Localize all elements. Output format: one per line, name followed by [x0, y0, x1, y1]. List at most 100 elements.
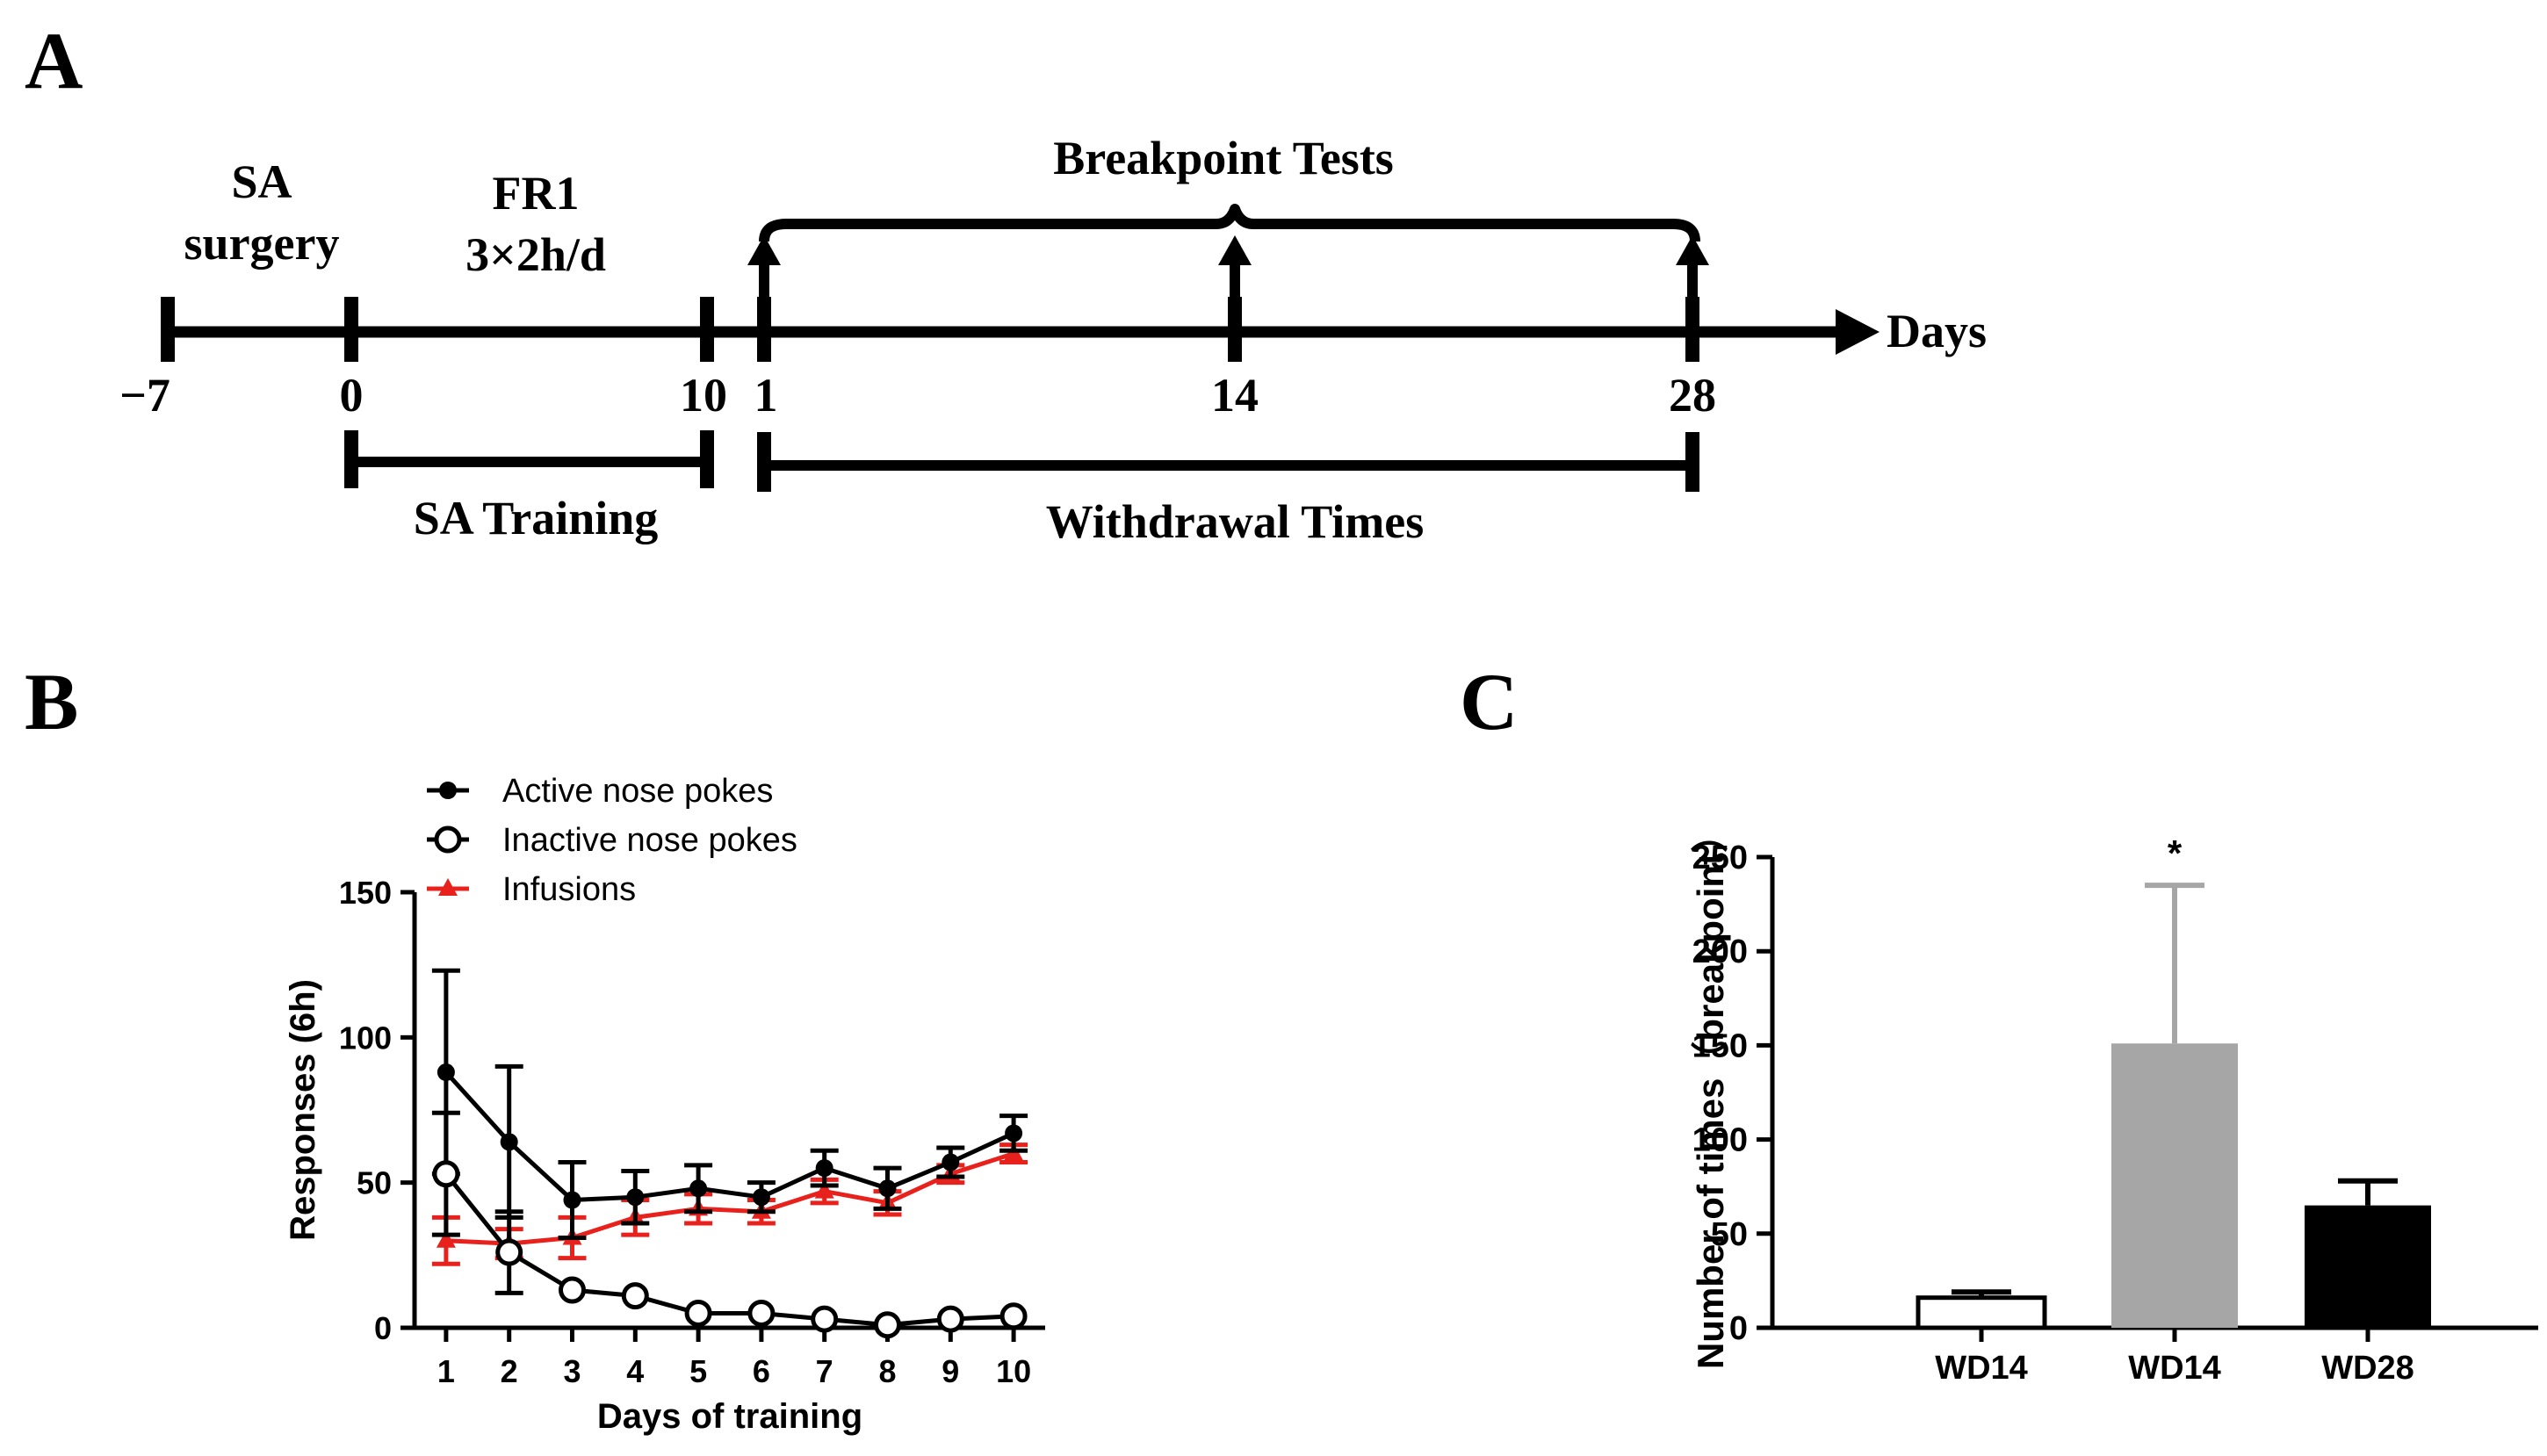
- data-point: [747, 1299, 776, 1327]
- test-arrow-stem: [1230, 262, 1240, 306]
- data-point: [936, 1305, 964, 1333]
- withdrawal-bar-end: [1685, 432, 1699, 492]
- legend-label: Active nose pokes: [502, 773, 773, 810]
- tick-1: [757, 297, 771, 362]
- day-label: 14: [1211, 369, 1259, 422]
- y-tick-label: 100: [339, 1020, 392, 1056]
- breakpoint-brace: [759, 204, 1700, 242]
- data-point: [1005, 1124, 1023, 1142]
- day-label: 0: [340, 369, 364, 422]
- tick-10: [700, 297, 714, 362]
- x-tick-label: 2: [501, 1353, 518, 1389]
- x-tick-label: 9: [942, 1353, 959, 1389]
- timeline-diagram: −7 0 10 1 14 28 Days SA surgery FR1 3×2h…: [119, 132, 1987, 548]
- tick-0: [344, 297, 358, 362]
- tick-14: [1228, 297, 1242, 362]
- y-axis-title: Responses (6h): [284, 979, 322, 1241]
- series-line-0: [444, 1070, 1015, 1203]
- breakpoint-tests-label: Breakpoint Tests: [1053, 132, 1394, 184]
- data-point: [815, 1159, 833, 1178]
- significance-marker: *: [2168, 833, 2183, 874]
- data-point: [752, 1188, 770, 1207]
- y-tick-label: 200: [1692, 933, 1748, 970]
- test-arrow-day28: [1676, 235, 1709, 265]
- bar: [1916, 1295, 2047, 1330]
- data-point: [878, 1179, 897, 1198]
- panel-label-b: B: [25, 657, 78, 746]
- x-tick-label: 8: [878, 1353, 896, 1389]
- tick-28: [1685, 297, 1699, 362]
- series-line-1: [444, 1172, 1014, 1328]
- panel-label-a: A: [25, 16, 83, 105]
- days-axis-label: Days: [1887, 305, 1987, 357]
- data-point: [999, 1302, 1028, 1330]
- x-tick-label: 4: [626, 1353, 644, 1389]
- fr1-schedule-label: 3×2h/d: [465, 228, 606, 281]
- data-point: [811, 1305, 839, 1333]
- y-tick-label: 50: [357, 1165, 392, 1201]
- data-point: [432, 1160, 460, 1188]
- bar: [2305, 1205, 2431, 1328]
- day-label: 10: [680, 369, 727, 422]
- x-tick-label: WD14: [2128, 1350, 2221, 1387]
- data-point: [689, 1179, 708, 1198]
- y-tick-label: 150: [339, 875, 392, 911]
- bar: [2111, 1043, 2238, 1328]
- test-arrow-day14: [1218, 235, 1252, 265]
- data-point: [437, 1063, 455, 1082]
- withdrawal-bar-end: [757, 432, 771, 492]
- test-arrow-stem: [1687, 262, 1698, 306]
- data-point: [626, 1188, 645, 1207]
- sa-surgery-label: SA: [231, 155, 292, 208]
- sa-training-bar-end: [344, 430, 358, 488]
- y-tick-label: 250: [1692, 840, 1748, 876]
- legend-label: Infusions: [502, 871, 636, 908]
- withdrawal-bar: [764, 460, 1692, 471]
- x-tick-label: 6: [753, 1353, 770, 1389]
- x-tick-label: 10: [996, 1353, 1031, 1389]
- data-point: [684, 1299, 712, 1327]
- legend-marker: [439, 782, 457, 799]
- y-tick-label: 0: [1729, 1310, 1748, 1347]
- panel-label-c: C: [1460, 657, 1518, 746]
- test-arrow-stem: [759, 262, 769, 306]
- data-point: [874, 1311, 901, 1339]
- legend-marker: [438, 878, 458, 896]
- x-tick-label: 7: [816, 1353, 833, 1389]
- data-point: [500, 1133, 518, 1151]
- timeline-arrowhead: [1836, 309, 1880, 355]
- x-tick-label: WD28: [2321, 1350, 2414, 1387]
- tick-minus7: [161, 297, 175, 362]
- y-tick-label: 150: [1692, 1027, 1748, 1064]
- data-point: [814, 1180, 834, 1199]
- data-point: [942, 1153, 960, 1171]
- day-label: 28: [1669, 369, 1716, 422]
- data-point: [436, 1229, 456, 1248]
- data-point: [563, 1191, 581, 1209]
- data-point: [559, 1276, 586, 1304]
- x-tick-label: WD14: [1935, 1350, 2028, 1387]
- sa-training-bar: [351, 457, 707, 467]
- day-label: −7: [119, 369, 170, 422]
- test-arrow-day1: [747, 235, 781, 265]
- y-tick-label: 100: [1692, 1122, 1748, 1159]
- fr1-label: FR1: [493, 167, 580, 220]
- data-point: [495, 1238, 523, 1266]
- legend-label: Inactive nose pokes: [502, 822, 797, 859]
- x-tick-label: 5: [689, 1353, 707, 1389]
- sa-training-label: SA Training: [414, 492, 659, 544]
- series-line-2: [445, 1151, 1014, 1246]
- y-tick-label: 50: [1711, 1216, 1748, 1253]
- y-axis-title: Number of times（breakpoint）: [1690, 816, 1731, 1369]
- data-point: [621, 1282, 649, 1310]
- x-tick-label: 3: [563, 1353, 581, 1389]
- x-tick-label: 1: [437, 1353, 455, 1389]
- withdrawal-times-label: Withdrawal Times: [1046, 495, 1425, 548]
- sa-surgery-label: surgery: [184, 217, 340, 270]
- sa-training-bar-end: [700, 430, 714, 488]
- day-label: 1: [754, 369, 778, 422]
- y-tick-label: 0: [374, 1310, 392, 1346]
- x-axis-title: Days of training: [597, 1397, 862, 1436]
